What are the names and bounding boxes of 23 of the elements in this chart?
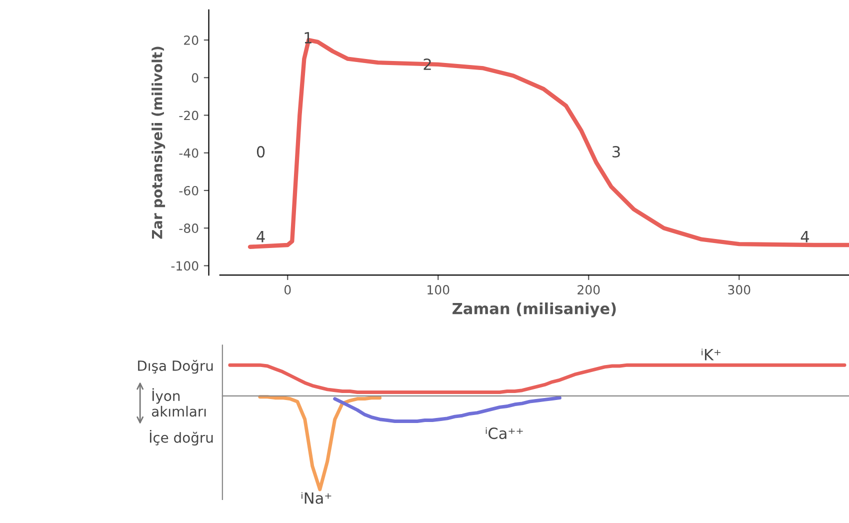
y-axis-title: Zar potansiyeli (milivolt): [152, 46, 166, 239]
x-tick-label: 200: [578, 285, 600, 294]
x-tick-label: 0: [284, 285, 291, 294]
y-tick-label: -40: [179, 148, 198, 158]
text: İçe doğru: [150, 430, 213, 446]
annotation: 4: [256, 231, 265, 242]
x-tick-label: 100: [428, 285, 450, 294]
y-tick-label: -80: [179, 224, 198, 234]
text: İyon akımları: [152, 388, 206, 417]
y-tick-label: 0: [192, 73, 198, 83]
x-tick-label: 300: [728, 285, 750, 294]
x-axis-title: Zaman (milisaniye): [452, 302, 616, 318]
text: Dışa Doğru: [138, 360, 213, 374]
y-tick-label: -100: [171, 261, 198, 271]
annotation: 0: [256, 146, 265, 158]
series-label: ⁱNa⁺: [302, 492, 332, 504]
y-tick-label: 20: [184, 36, 198, 45]
y-tick-label: -60: [179, 186, 198, 196]
series-label: ⁱCa⁺⁺: [486, 427, 523, 440]
annotation: 4: [800, 231, 809, 242]
series-label: ⁱK⁺: [702, 348, 721, 360]
annotation: 3: [612, 146, 620, 158]
y-tick-label: -20: [179, 110, 198, 120]
